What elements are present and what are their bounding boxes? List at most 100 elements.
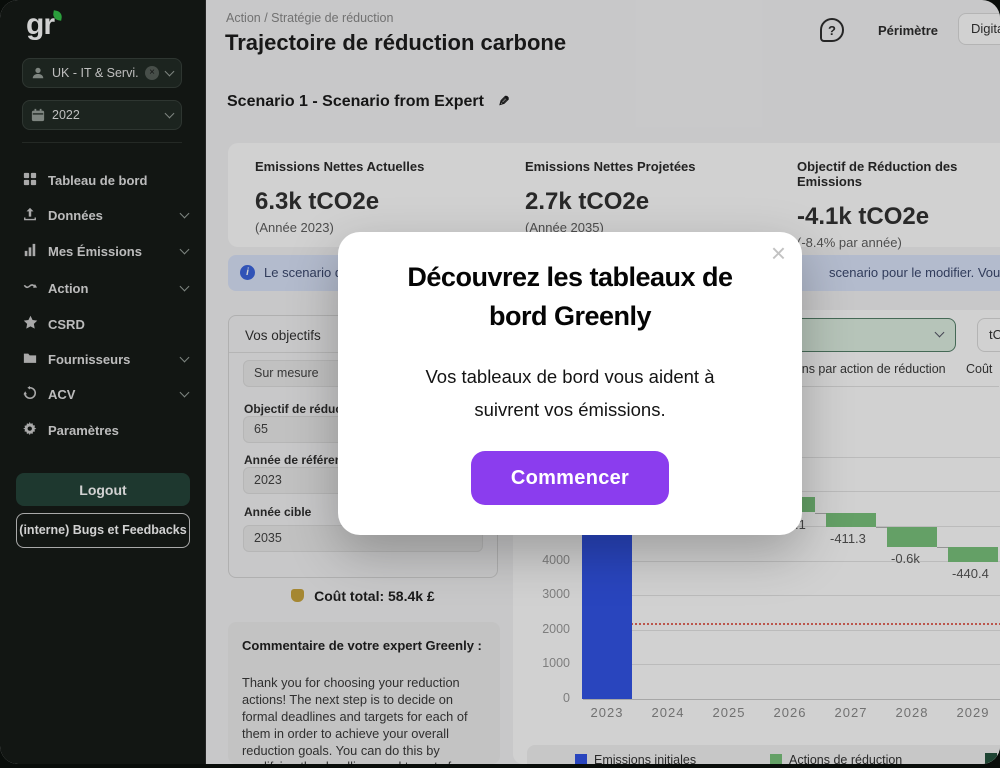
x-axis — [583, 699, 1000, 700]
y-axis-tick: 3000 — [542, 587, 570, 602]
sidebar-item-param-tres[interactable]: Paramètres — [22, 418, 188, 442]
y-axis-tick: 0 — [563, 691, 570, 705]
y-axis-tick: 4000 — [542, 552, 570, 567]
y-axis-tick: 2000 — [542, 621, 570, 636]
banner-text-left: Le scenario de — [264, 265, 350, 280]
sidebar-item-label: CSRD — [48, 316, 85, 332]
metric-sub: (-8.4% par année) — [797, 235, 902, 250]
metric-label: Emissions Nettes Actuelles — [255, 159, 425, 174]
legend-item: Emissions initiales — [575, 753, 696, 764]
onboarding-modal: × Découvrez les tableaux de bord Greenly… — [338, 232, 802, 535]
sidebar-item-label: Action — [48, 280, 89, 296]
feedback-button[interactable]: (interne) Bugs et Feedbacks — [16, 513, 190, 548]
metric-objective: Objectif de Réduction des Emissions -4.1… — [797, 159, 1000, 250]
dashboard-icon — [22, 172, 38, 189]
gridline — [583, 629, 1000, 631]
chart-bar-2027[interactable] — [826, 512, 876, 527]
logout-button[interactable]: Logout — [16, 473, 190, 506]
sidebar-item-mes-missions[interactable]: Mes Émissions — [22, 239, 190, 263]
waterfall-connector — [937, 547, 948, 549]
expert-comment-card: Commentaire de votre expert Greenly : Th… — [228, 622, 500, 764]
sidebar-item-action[interactable]: Action — [22, 276, 190, 300]
greenly-logo: gr — [26, 8, 63, 42]
bar-value-label: -411.3 — [830, 530, 866, 546]
banner-text-right: scenario pour le modifier. Vous po — [829, 265, 1000, 280]
sidebar-item-label: Fournisseurs — [48, 351, 131, 367]
legend-label: Actions de réduction — [789, 753, 903, 764]
waterfall-connector — [876, 526, 887, 528]
gridline — [583, 664, 1000, 666]
perimetre-label: Périmètre — [878, 23, 938, 38]
star-icon — [22, 315, 38, 333]
recycle-icon — [22, 385, 38, 403]
legend-swatch-icon — [985, 753, 997, 764]
legend-item: Actions de réduction — [770, 753, 902, 764]
calendar-icon — [31, 108, 45, 122]
metric-label: Objectif de Réduction des Emissions — [797, 159, 958, 189]
modal-title: Découvrez les tableaux de bord Greenly — [407, 262, 733, 332]
x-axis-tick: 2026 — [773, 705, 807, 720]
sidebar-item-label: Données — [48, 207, 103, 223]
chart-legend: Emissions initiales Actions de réduction — [527, 745, 1000, 764]
metric-sub: (Année 2023) — [255, 220, 334, 235]
unit-select[interactable]: tCO2e — [977, 318, 1000, 352]
y-axis-tick: 1000 — [542, 656, 570, 671]
bar-value-label: -0.6k — [891, 551, 920, 567]
chart-bar-2028[interactable] — [887, 526, 937, 547]
modal-body: Vos tableaux de bord vous aident à suivr… — [338, 360, 802, 427]
x-axis-tick: 2028 — [895, 705, 929, 720]
metric-projected: Emissions Nettes Projetées 2.7k tCO2e (A… — [525, 159, 696, 235]
x-axis-tick: 2023 — [590, 705, 624, 720]
perimetre-select[interactable]: Digita — [958, 13, 1000, 45]
metric-value: 6.3k tCO2e — [255, 188, 380, 215]
x-axis-tick: 2024 — [651, 705, 685, 720]
cost-total: Coût total: 58.4k £ — [228, 588, 498, 604]
year-selector[interactable]: 2022 — [22, 100, 182, 130]
money-bag-icon — [291, 589, 305, 602]
person-icon — [32, 67, 44, 79]
sidebar-item-acv[interactable]: ACV — [22, 382, 190, 406]
modal-body-line1: Vos tableaux de bord vous aident à — [425, 366, 715, 387]
legend-swatch-icon — [770, 754, 782, 764]
metric-value: 2.7k tCO2e — [525, 188, 650, 215]
metrics-card: Emissions Nettes Actuelles 6.3k tCO2e (A… — [228, 143, 1000, 250]
page-title: Trajectoire de réduction carbone — [225, 30, 567, 55]
folder-icon — [22, 351, 38, 368]
org-selector[interactable]: UK - IT & Servi... × — [22, 58, 182, 88]
metric-label: Emissions Nettes Projetées — [525, 159, 696, 174]
logo-text: gr — [26, 8, 55, 41]
sidebar-item-tableau-de-bord[interactable]: Tableau de bord — [22, 168, 188, 192]
gear-icon — [22, 421, 38, 439]
metric-value: -4.1k tCO2e — [797, 203, 930, 230]
upload-icon — [22, 207, 38, 224]
sidebar-item-donn-es[interactable]: Données — [22, 203, 190, 227]
bar-chart-icon — [22, 243, 38, 260]
action-arrow-icon — [22, 280, 38, 297]
gridline — [583, 560, 1000, 562]
info-icon: i — [240, 265, 255, 280]
modal-body-line2: suivrent vos émissions. — [474, 399, 666, 421]
commencer-button[interactable]: Commencer — [471, 451, 669, 505]
x-axis-tick: 2027 — [834, 705, 868, 720]
target-line — [583, 622, 1000, 625]
year-selector-value: 2022 — [52, 108, 80, 122]
gridline — [583, 595, 1000, 597]
help-icon[interactable]: ? — [820, 18, 844, 42]
sidebar-item-fournisseurs[interactable]: Fournisseurs — [22, 347, 190, 371]
sidebar: gr UK - IT & Servi... × 2022 Tableau de … — [0, 0, 206, 764]
x-axis-tick: 2025 — [712, 705, 746, 720]
legend-swatch-icon — [575, 754, 587, 764]
tab-cout[interactable]: Coût — [966, 362, 993, 376]
x-axis-tick: 2029 — [956, 705, 990, 720]
tab-emissions-par-action[interactable]: Emissions par action de réduction — [758, 362, 946, 376]
field-label-annee-cible: Année cible — [244, 505, 312, 519]
close-icon[interactable]: × — [770, 238, 786, 268]
expert-comment-title: Commentaire de votre expert Greenly : — [242, 638, 482, 653]
clear-icon[interactable]: × — [145, 66, 159, 80]
org-selector-value: UK - IT & Servi... — [52, 66, 138, 80]
chart-bar-2029[interactable] — [948, 547, 998, 563]
expert-comment-body: Thank you for choosing your reduction ac… — [242, 675, 468, 764]
sidebar-item-label: Paramètres — [48, 422, 119, 438]
sidebar-item-csrd[interactable]: CSRD — [22, 312, 188, 336]
metric-sub: (Année 2035) — [525, 220, 604, 235]
